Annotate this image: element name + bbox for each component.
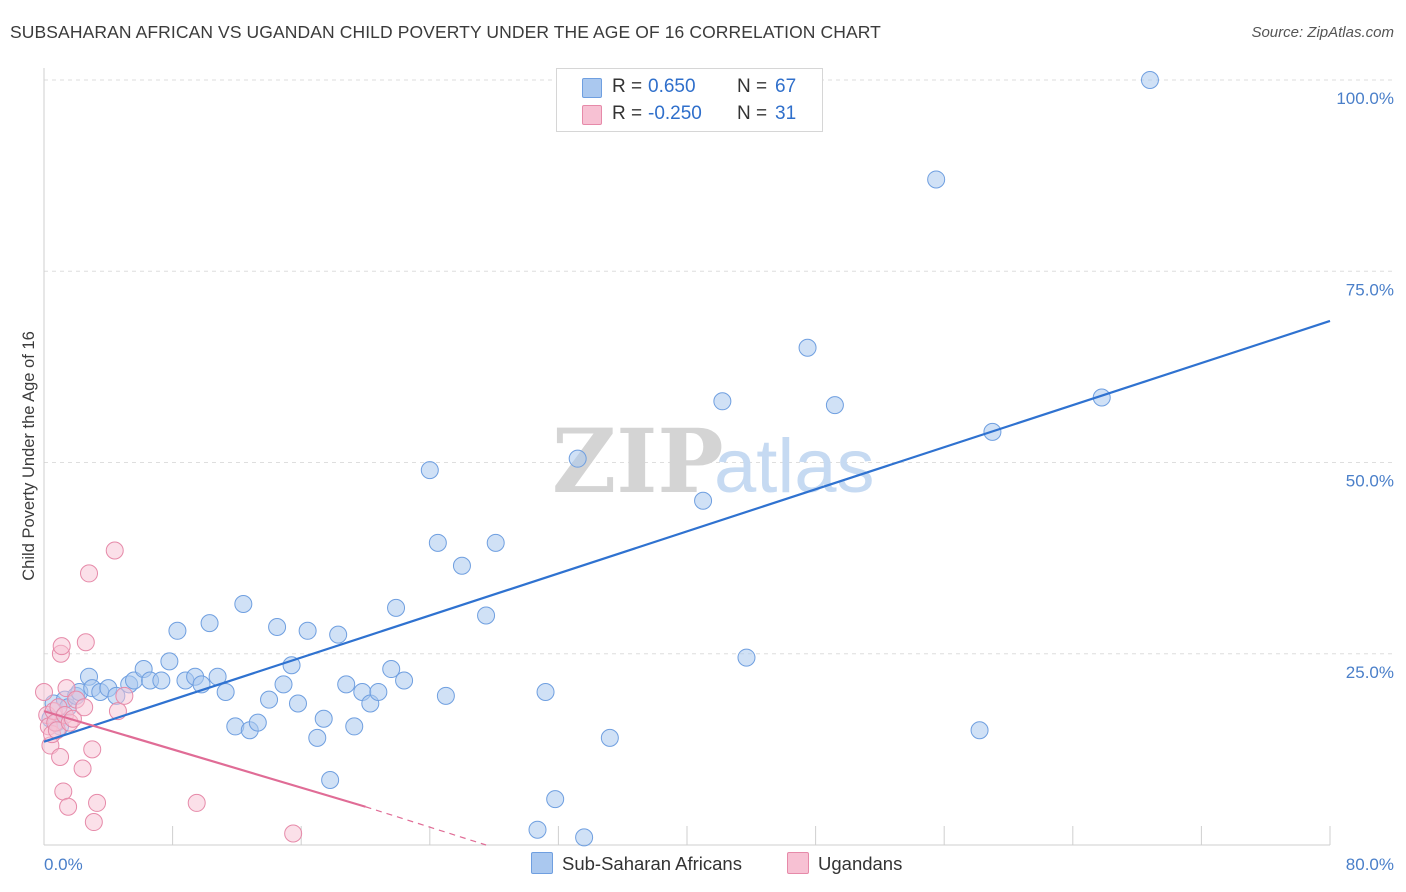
data-point-subsaharan [216,683,235,701]
chart-source: Source: ZipAtlas.com [1251,24,1394,41]
watermark-atlas: atlas [714,424,875,509]
data-point-ugandan [84,813,103,832]
data-point-ugandan [57,679,76,698]
data-point-subsaharan [600,728,619,747]
data-point-ugandan [75,698,94,717]
data-point-subsaharan [200,614,219,633]
data-point-subsaharan [168,621,187,640]
trend-line-ugandan-extension [365,806,487,846]
data-point-subsaharan [536,683,555,701]
y-tick-labels: 25.0% 50.0% 75.0% 100.0% [1336,89,1394,682]
legend-n-label: N = [737,103,768,124]
data-point-ugandan [83,740,102,759]
data-point-subsaharan [387,598,406,617]
y-tick-label-50: 50.0% [1346,472,1394,491]
data-point-ugandan [88,793,107,812]
data-point-ugandan [115,686,134,705]
data-point-subsaharan [546,790,565,809]
data-point-subsaharan [694,491,713,510]
data-point-subsaharan [737,648,756,667]
legend-swatch-ugandan [582,105,602,125]
data-point-ugandan [187,793,206,812]
data-point-subsaharan [268,617,287,636]
data-point-subsaharan [298,621,317,640]
data-point-ugandan [105,541,124,560]
legend-n-label: N = [737,76,768,97]
data-point-ugandan [80,564,99,583]
data-point-subsaharan [369,683,388,701]
data-point-subsaharan [274,675,293,694]
correlation-legend: R = 0.650 N = 67 R = -0.250 N = 31 [556,68,823,132]
y-tick-label-100: 100.0% [1336,89,1394,108]
data-point-ugandan [76,633,95,652]
data-point-subsaharan [713,392,732,411]
y-tick-label-75: 75.0% [1346,280,1394,299]
legend-n-value: 31 [775,103,797,124]
legend-r-label: R = [612,103,643,124]
data-point-ugandan [54,782,73,801]
trend-line-subsaharan [43,319,1331,743]
data-point-subsaharan [345,717,364,736]
data-point-subsaharan [395,671,414,690]
data-point-subsaharan [321,770,340,789]
data-point-subsaharan [486,533,505,552]
data-point-subsaharan [314,709,333,728]
trend-lines [43,319,1331,846]
data-point-subsaharan [260,690,279,709]
bottom-legend-swatch-ugandan [787,852,809,874]
data-point-subsaharan [798,338,817,357]
data-point-subsaharan [420,461,439,480]
data-point-subsaharan [248,713,267,732]
data-point-subsaharan [452,556,471,575]
data-point-subsaharan [428,533,447,552]
legend-r-label: R = [612,76,643,97]
legend-r-value: -0.250 [648,103,702,124]
x-tick-labels: 0.0% 80.0% [44,855,1394,874]
data-point-subsaharan [477,606,496,625]
legend-swatch-subsaharan [582,78,602,98]
data-point-subsaharan [308,728,327,747]
bottom-legend-subsaharan: Sub-Saharan Africans [531,852,742,875]
data-point-subsaharan [337,675,356,694]
data-point-subsaharan [1140,71,1159,89]
data-point-subsaharan [436,686,455,705]
ugandan-points [35,541,303,843]
data-point-ugandan [52,637,71,656]
data-point-ugandan [51,748,70,767]
data-point-subsaharan [927,170,946,189]
bottom-legend-ugandan: Ugandans [787,852,902,875]
data-point-subsaharan [825,396,844,415]
bottom-legend-label-ugandan: Ugandans [818,853,903,874]
data-point-subsaharan [160,652,179,671]
bottom-legend-label-subsaharan: Sub-Saharan Africans [562,853,742,874]
data-point-subsaharan [575,828,594,847]
data-point-ugandan [73,759,92,778]
x-tick-label-min: 0.0% [44,855,83,874]
data-point-ugandan [284,824,303,843]
subsaharan-points [41,71,1159,847]
x-tick-label-max: 80.0% [1346,855,1394,874]
chart-title: SUBSAHARAN AFRICAN VS UGANDAN CHILD POVE… [10,22,881,42]
trend-line-ugandan [43,710,366,808]
data-point-subsaharan [152,671,171,690]
bottom-legend-swatch-subsaharan [531,852,553,874]
data-point-subsaharan [234,595,253,614]
data-point-subsaharan [288,694,307,713]
y-tick-label-25: 25.0% [1346,663,1394,682]
data-point-subsaharan [382,660,401,679]
data-point-ugandan [59,797,78,816]
data-point-ugandan [35,683,53,701]
y-axis-label: Child Poverty Under the Age of 16 [20,331,38,580]
data-point-subsaharan [970,721,989,740]
data-point-subsaharan [568,449,587,468]
legend-n-value: 67 [775,76,797,97]
data-point-subsaharan [528,820,547,839]
legend-r-value: 0.650 [648,76,696,97]
data-point-subsaharan [329,625,348,644]
